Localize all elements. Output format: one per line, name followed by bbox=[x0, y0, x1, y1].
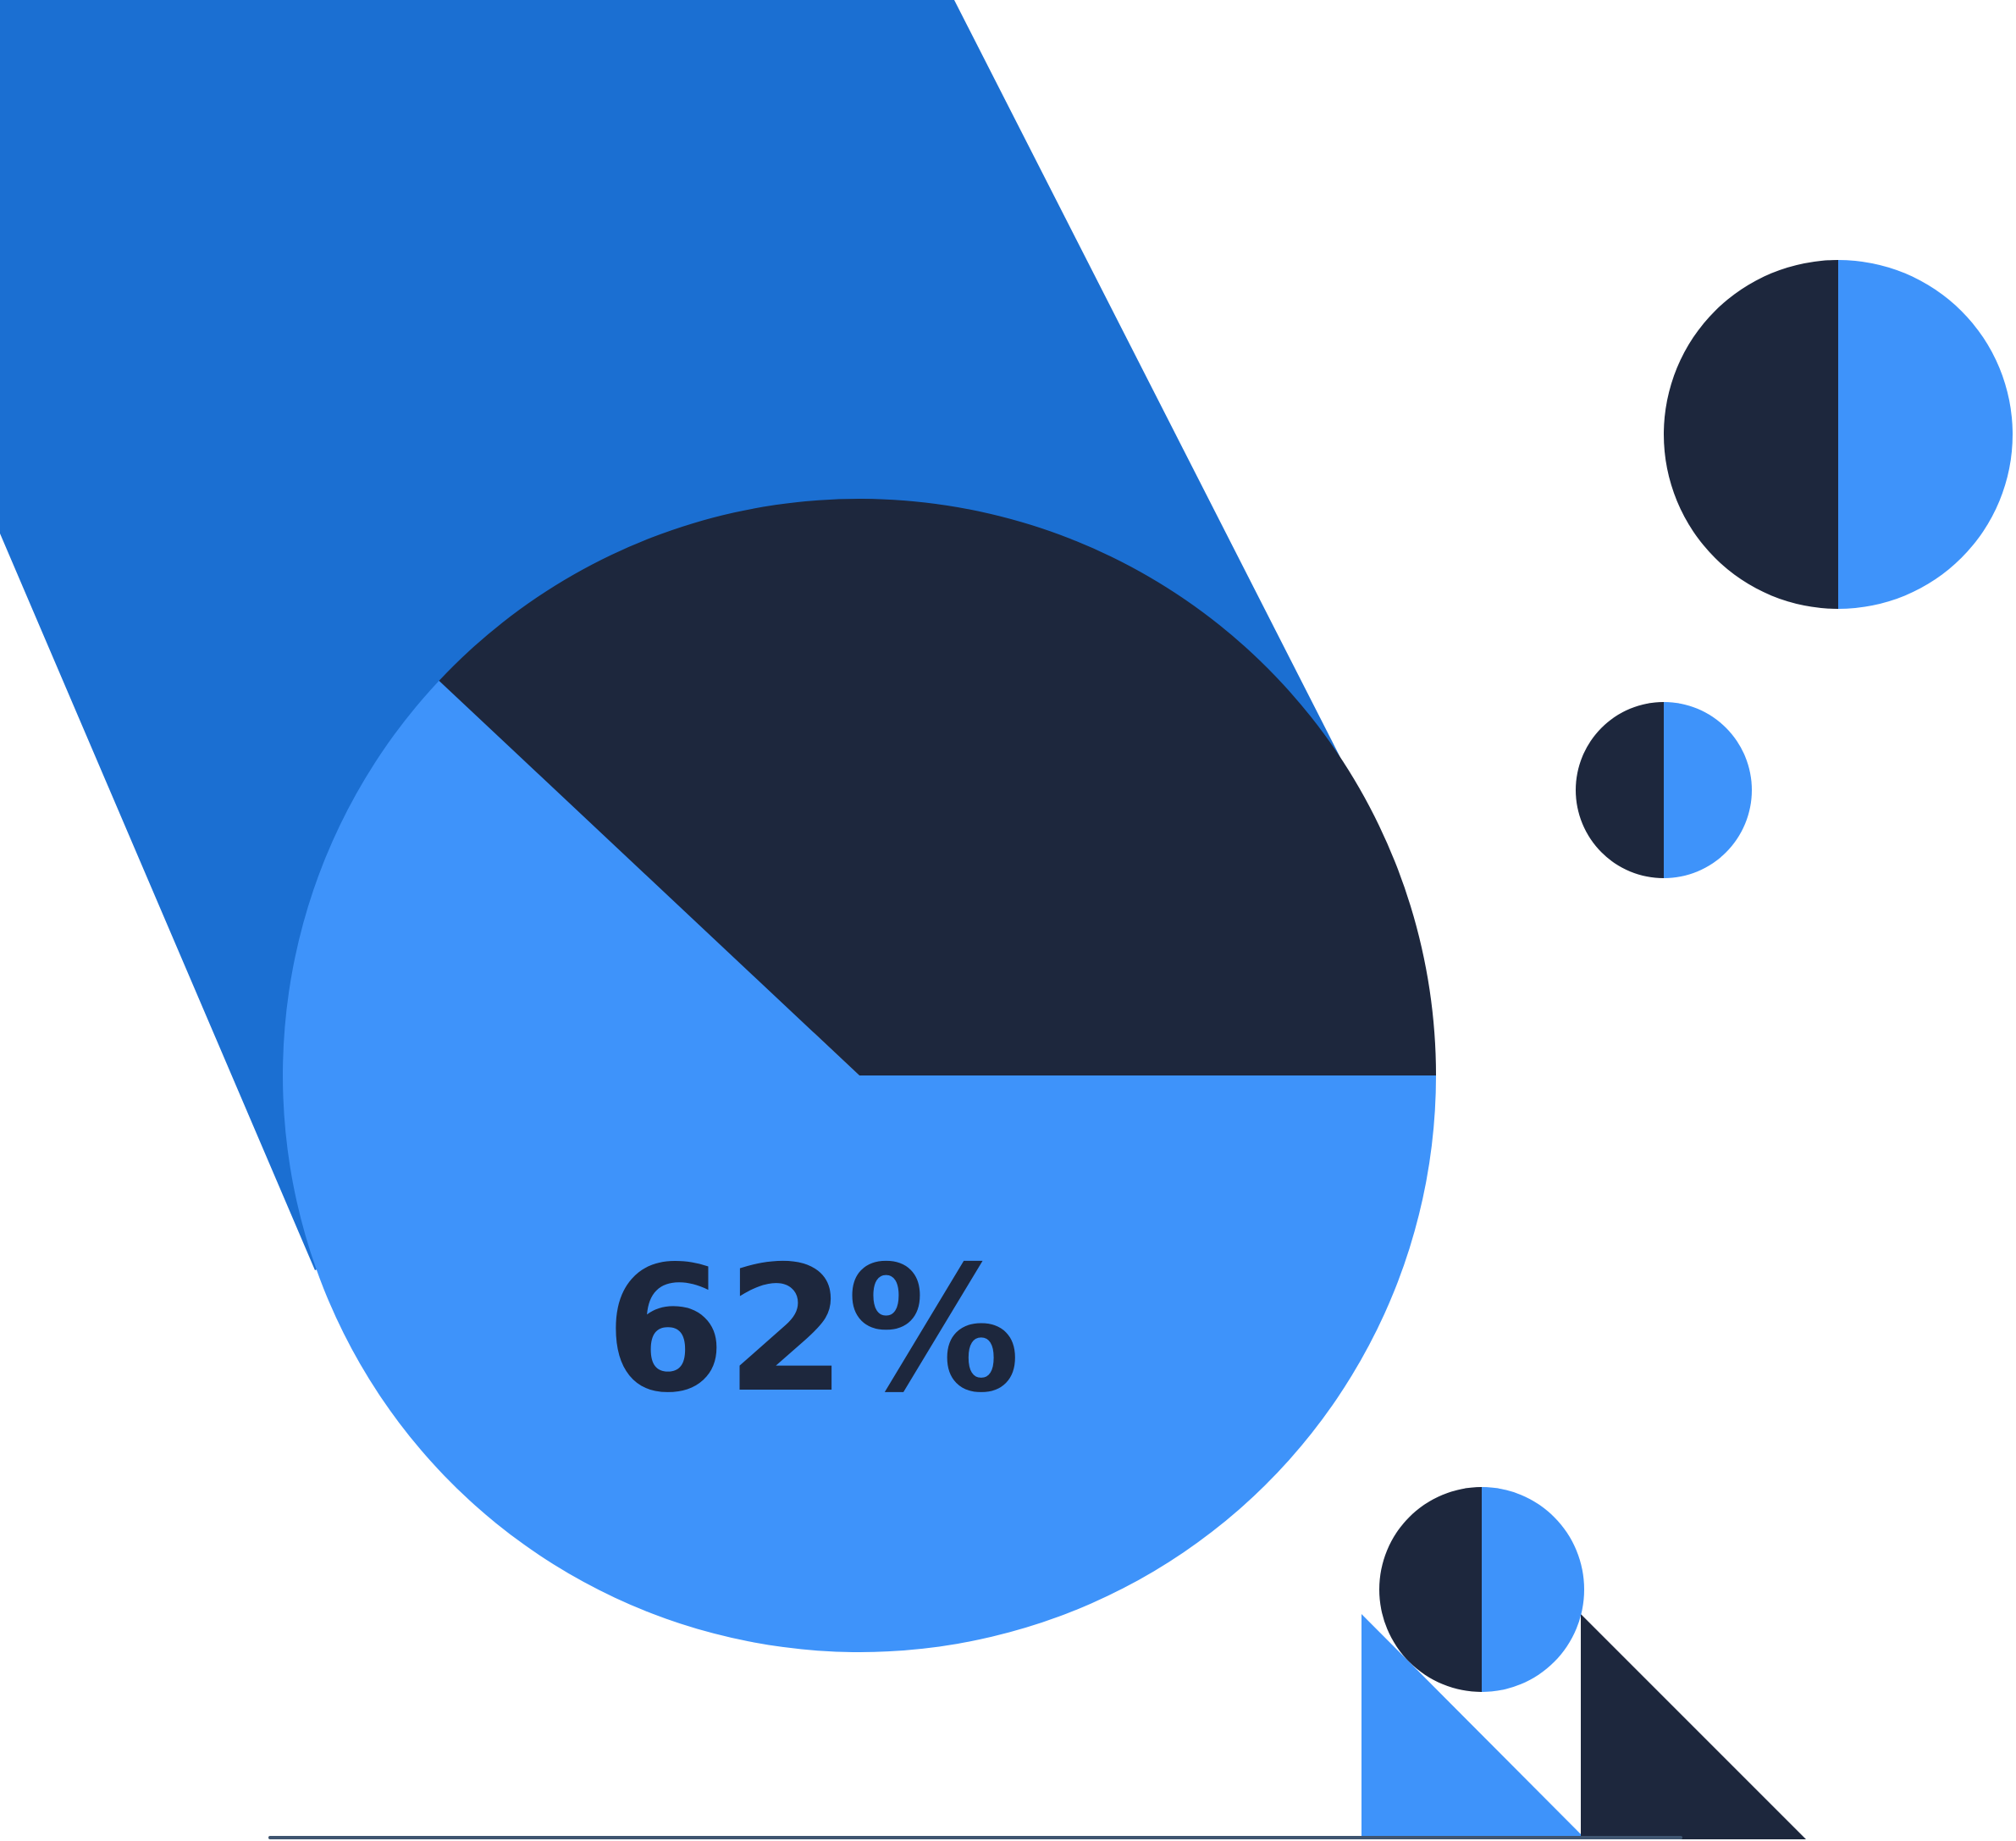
triangle-right bbox=[1581, 1614, 1806, 1839]
pie-slice-primary bbox=[282, 680, 1436, 1652]
split-circle-medium-left bbox=[1576, 702, 1664, 878]
split-circle-large-right bbox=[1838, 260, 2013, 609]
pie-chart bbox=[282, 498, 1436, 1652]
split-circle-medium bbox=[1576, 702, 1752, 878]
split-circle-small-left bbox=[1379, 1487, 1482, 1692]
triangle-left bbox=[1361, 1614, 1581, 1839]
split-circle-small-right bbox=[1482, 1487, 1584, 1692]
pie-data-label: 62% bbox=[605, 1230, 1021, 1431]
split-circle-large-left bbox=[1664, 260, 1838, 609]
split-circle-medium-right bbox=[1664, 702, 1752, 878]
pie-slice-secondary bbox=[439, 498, 1436, 1075]
split-circle-small bbox=[1379, 1487, 1584, 1692]
split-circle-large bbox=[1664, 260, 2013, 609]
